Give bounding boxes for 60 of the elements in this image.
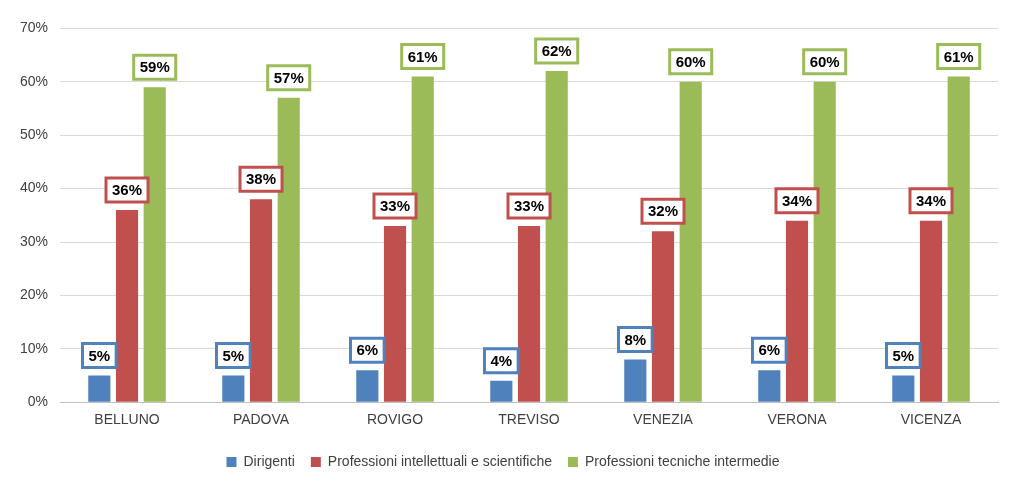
bar (919, 220, 943, 402)
data-label: 34% (781, 191, 813, 209)
bar (785, 220, 809, 402)
data-label: 34% (915, 191, 947, 209)
y-tick-label: 0% (27, 393, 49, 410)
data-label: 38% (246, 170, 277, 188)
bar (277, 97, 300, 402)
bar (947, 76, 970, 402)
data-label: 60% (809, 52, 840, 70)
data-label: 8% (624, 330, 647, 348)
data-label: 6% (356, 341, 379, 359)
y-tick-label: 10% (19, 339, 49, 356)
data-label: 33% (513, 197, 545, 215)
x-tick-label: TREVISO (498, 411, 560, 428)
data-label: 4% (490, 351, 513, 369)
bar (115, 209, 139, 402)
x-tick-label: PADOVA (232, 411, 290, 428)
data-label: 59% (139, 58, 170, 76)
data-label: 33% (380, 197, 411, 215)
y-tick-label: 20% (19, 286, 49, 303)
legend-label: Professioni intellettuali e scientifiche (327, 452, 553, 469)
bar (813, 81, 836, 402)
legend-label: Dirigenti (243, 452, 295, 469)
bar (679, 81, 702, 402)
bar (249, 199, 273, 402)
bar (411, 76, 434, 402)
x-tick-label: VICENZA (900, 411, 962, 428)
x-tick-label: VENEZIA (633, 411, 694, 428)
x-tick-label: VERONA (767, 411, 828, 428)
bar (383, 225, 407, 402)
x-tick-label: ROVIGO (367, 411, 424, 428)
bar (88, 375, 111, 402)
y-tick-label: 50% (19, 126, 49, 143)
bar (545, 71, 568, 402)
bar (758, 370, 781, 402)
x-tick-label: BELLUNO (94, 411, 160, 428)
legend-label: Professioni tecniche intermedie (584, 452, 780, 469)
data-label: 60% (675, 52, 706, 70)
bar (624, 359, 647, 402)
y-tick-label: 40% (19, 179, 49, 196)
data-label: 62% (541, 42, 572, 60)
bar (517, 225, 541, 402)
data-label: 32% (647, 202, 679, 220)
y-tick-label: 60% (19, 72, 49, 89)
y-tick-label: 30% (19, 232, 49, 249)
data-label: 5% (88, 346, 111, 364)
data-label: 6% (758, 341, 781, 359)
bar (490, 380, 513, 402)
data-label: 36% (112, 181, 143, 199)
bar (143, 87, 166, 402)
data-label: 61% (943, 47, 974, 65)
bar (651, 231, 675, 402)
bar (222, 375, 245, 402)
data-label: 61% (407, 47, 438, 65)
data-label: 57% (273, 68, 304, 86)
y-tick-label: 70% (19, 19, 49, 36)
bar (892, 375, 915, 402)
data-label: 5% (222, 346, 245, 364)
data-label: 5% (892, 346, 915, 364)
bar (356, 370, 379, 402)
